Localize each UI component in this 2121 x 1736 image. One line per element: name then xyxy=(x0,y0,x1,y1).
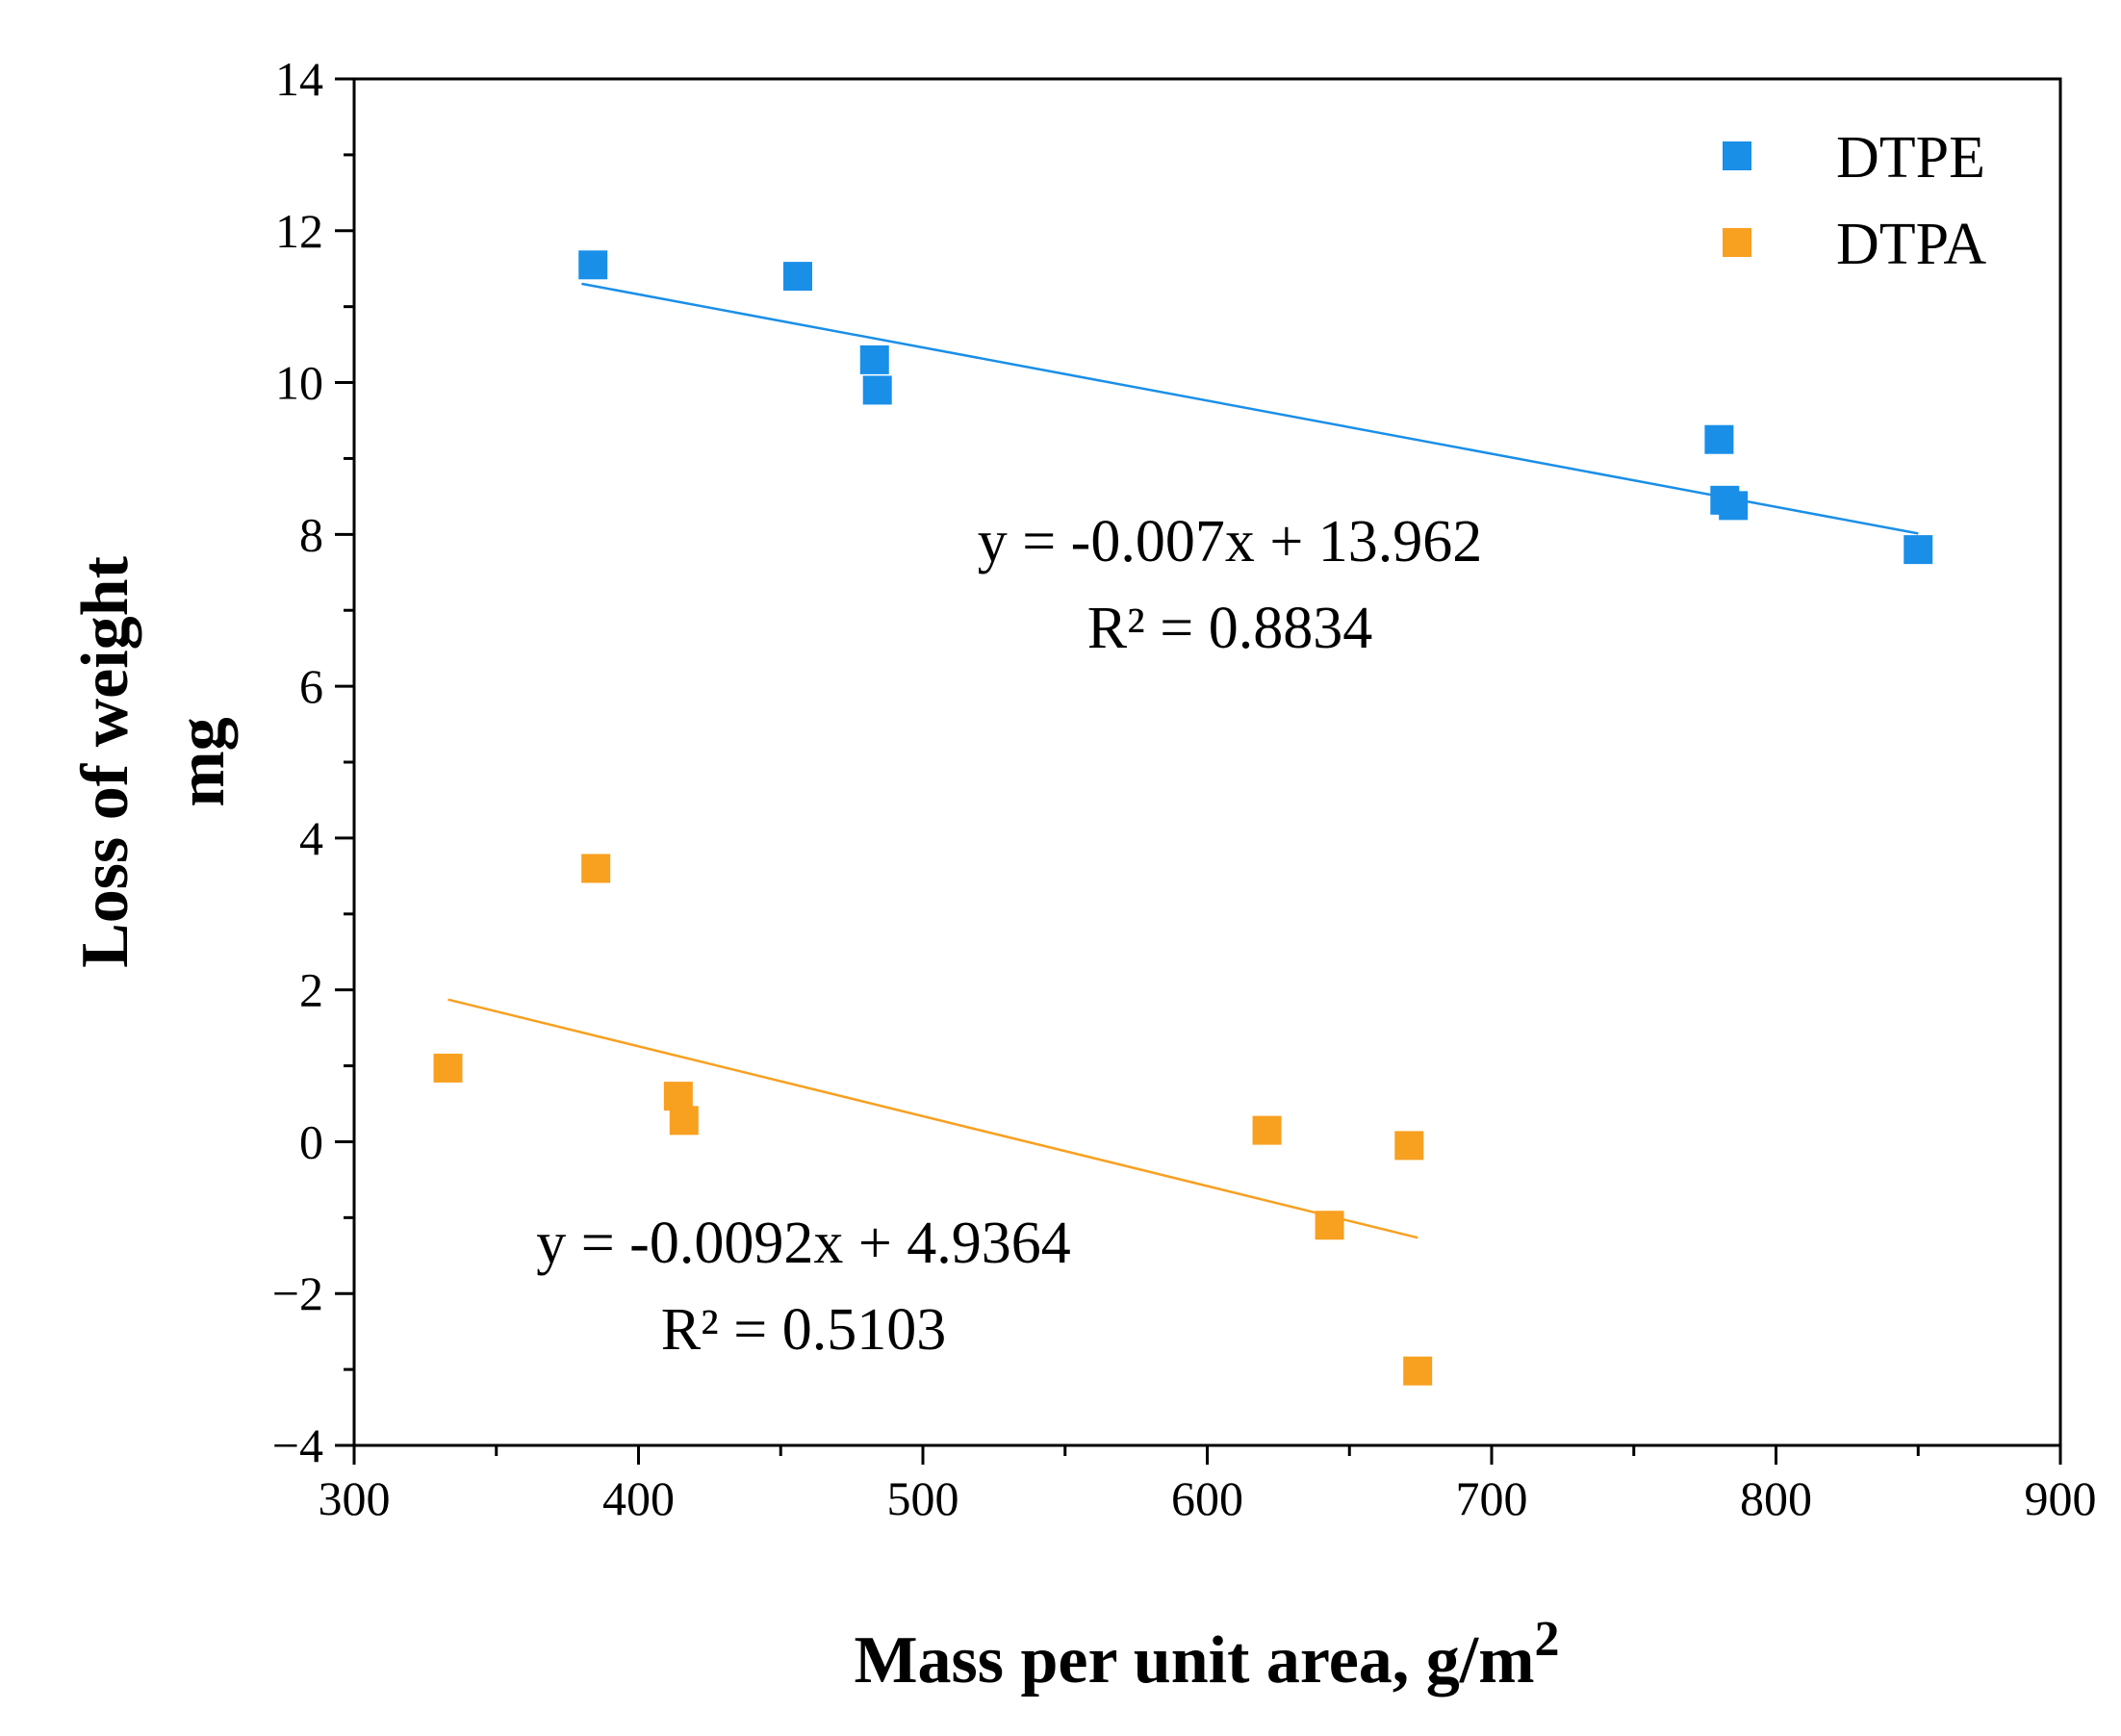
point-dtpe xyxy=(578,250,608,280)
y-tick-label: 14 xyxy=(275,52,323,106)
y-tick-label: −4 xyxy=(272,1418,323,1472)
point-dtpa xyxy=(663,1082,693,1111)
point-dtpa xyxy=(669,1106,699,1136)
point-dtpa xyxy=(1252,1115,1282,1145)
trendline-dtpa xyxy=(447,998,1418,1239)
legend-marker-dtpe xyxy=(1723,141,1751,170)
point-dtpe xyxy=(782,262,812,292)
y-tick-label: 8 xyxy=(299,507,323,561)
dtpe-trendline-equation: y = -0.007x + 13.962 xyxy=(978,509,1483,574)
point-dtpa xyxy=(1403,1356,1433,1386)
x-axis-title-text: Mass per unit area, g/m xyxy=(854,1623,1534,1698)
legend: DTPE DTPA xyxy=(1723,125,1986,277)
trendline-dtpe xyxy=(581,282,1919,535)
y-tick-label: −2 xyxy=(272,1266,323,1320)
x-tick-label: 900 xyxy=(2025,1471,2097,1525)
x-axis-title-superscript: 2 xyxy=(1535,1612,1560,1667)
x-tick-label: 300 xyxy=(319,1471,391,1525)
point-dtpe xyxy=(862,375,892,405)
point-dtpe xyxy=(1704,424,1734,454)
y-tick-label: 4 xyxy=(299,811,323,865)
y-tick-label: 2 xyxy=(299,963,323,1017)
point-dtpe xyxy=(1904,535,1933,565)
data-points xyxy=(433,250,1933,1386)
axis-tick-labels: 300 400 500 600 700 800 900 −4 −2 0 2 4 6 8 10 12 14 xyxy=(272,52,2097,1525)
point-dtpa xyxy=(1394,1131,1424,1161)
point-dtpa xyxy=(1315,1211,1344,1240)
axis-ticks xyxy=(335,77,2062,1465)
y-axis-title-unit: mg xyxy=(165,717,239,806)
x-tick-label: 600 xyxy=(1171,1471,1243,1525)
dtpa-r-squared: R² = 0.5103 xyxy=(661,1297,946,1363)
dtpe-r-squared: R² = 0.8834 xyxy=(1087,596,1372,661)
y-axis-title: Loss of weight xyxy=(68,556,142,968)
x-axis-title: Mass per unit area, g/m2 xyxy=(854,1612,1559,1698)
point-dtpa xyxy=(581,854,611,883)
y-tick-label: 12 xyxy=(275,204,323,258)
point-dtpa xyxy=(433,1053,463,1083)
point-dtpe xyxy=(1719,491,1749,521)
point-dtpe xyxy=(859,345,889,374)
trendlines xyxy=(447,282,1919,1239)
x-tick-label: 800 xyxy=(1740,1471,1812,1525)
dtpa-trendline-equation: y = -0.0092x + 4.9364 xyxy=(536,1211,1071,1276)
legend-marker-dtpa xyxy=(1723,228,1751,257)
legend-label-dtpa: DTPA xyxy=(1836,212,1986,277)
y-tick-label: 10 xyxy=(275,356,323,410)
x-tick-label: 500 xyxy=(887,1471,959,1525)
x-tick-label: 700 xyxy=(1456,1471,1528,1525)
x-tick-label: 400 xyxy=(602,1471,675,1525)
y-tick-label: 6 xyxy=(299,659,323,713)
y-tick-label: 0 xyxy=(299,1114,323,1168)
legend-label-dtpe: DTPE xyxy=(1836,125,1985,191)
